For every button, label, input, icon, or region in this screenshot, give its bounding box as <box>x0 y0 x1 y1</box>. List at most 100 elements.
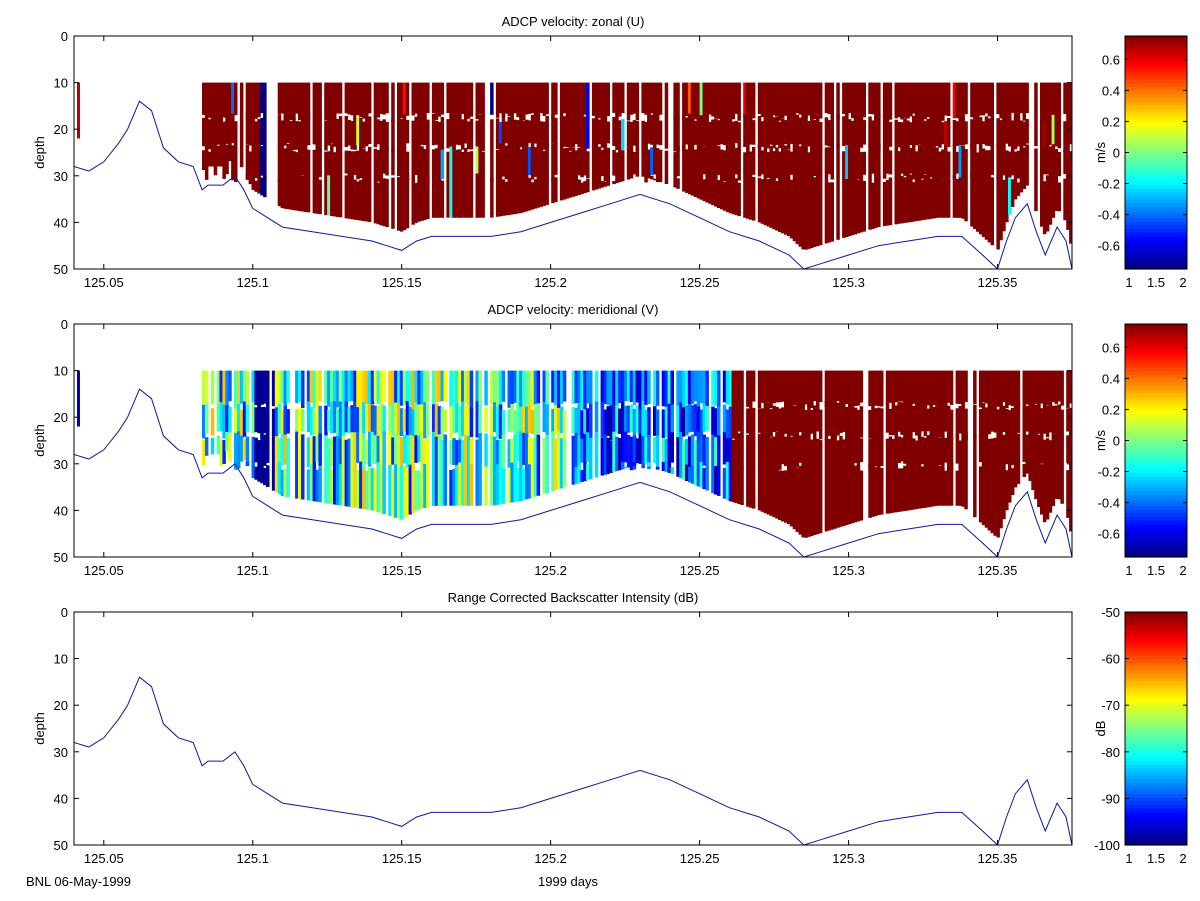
heatmap-cell <box>984 116 989 146</box>
heatmap-cell <box>946 433 951 463</box>
heatmap-cell <box>586 118 590 149</box>
heatmap-cell <box>562 410 567 440</box>
heatmap-cell <box>789 119 794 144</box>
heatmap-cell <box>356 82 360 121</box>
heatmap-cell <box>932 82 936 120</box>
heatmap-cell <box>367 467 372 510</box>
heatmap-cell <box>952 174 957 218</box>
heatmap-cell <box>781 470 785 522</box>
heatmap-cell <box>225 120 229 144</box>
heatmap-cell <box>690 82 695 122</box>
heatmap-cell <box>653 437 657 463</box>
heatmap-cell <box>391 82 395 122</box>
heatmap-cell <box>338 144 343 218</box>
heatmap-cell <box>519 406 523 437</box>
colorbar-cell <box>1125 181 1187 186</box>
heatmap-cell <box>333 370 337 410</box>
heatmap-cell <box>795 144 800 178</box>
heatmap-cell <box>350 405 354 435</box>
heatmap-cell <box>914 82 919 118</box>
heatmap-cell <box>621 174 625 182</box>
heatmap-cell <box>533 179 538 209</box>
heatmap-cell <box>402 465 407 519</box>
heatmap-cell <box>818 122 823 148</box>
heatmap-cell <box>964 149 968 179</box>
heatmap-cell <box>626 82 631 121</box>
colorbar-cell <box>1125 210 1187 215</box>
heatmap-cell <box>359 461 363 509</box>
heatmap-cell <box>411 370 415 410</box>
heatmap-cell <box>615 405 619 434</box>
heatmap-cell <box>501 179 506 216</box>
heatmap-cell <box>615 82 619 115</box>
heatmap-cell <box>341 435 346 506</box>
heatmap-cell <box>621 402 625 434</box>
heatmap-cell <box>469 370 474 410</box>
heatmap-cell <box>961 117 965 146</box>
heatmap-cell <box>452 117 456 149</box>
heatmap-cell <box>277 147 282 183</box>
heatmap-cell <box>801 116 805 147</box>
heatmap-cell <box>836 440 840 528</box>
heatmap-cell <box>248 177 253 185</box>
heatmap-cell <box>376 119 381 145</box>
colorbar-tick-label: 0.2 <box>1102 114 1120 129</box>
heatmap-cell <box>952 144 957 179</box>
heatmap-cell <box>239 145 244 168</box>
colorbar-x-tick-label: 1.5 <box>1147 563 1165 578</box>
heatmap-cell <box>897 122 901 148</box>
heatmap-cell <box>367 370 372 408</box>
heatmap-cell <box>458 462 462 506</box>
heatmap-cell <box>685 464 689 481</box>
heatmap-cell <box>920 466 925 509</box>
heatmap-cell <box>391 119 395 152</box>
heatmap-cell <box>653 406 657 436</box>
heatmap-cell <box>510 82 514 119</box>
heatmap-cell <box>1063 178 1067 221</box>
heatmap-cell <box>1057 182 1061 212</box>
heatmap-cell <box>687 404 692 433</box>
heatmap-cell <box>423 116 427 146</box>
heatmap-cell <box>490 119 494 153</box>
heatmap-cell <box>367 116 372 144</box>
heatmap-cell <box>786 149 791 237</box>
heatmap-cell <box>781 370 785 402</box>
heatmap-cell <box>920 436 925 465</box>
heatmap-cell <box>1040 464 1044 515</box>
heatmap-cell <box>629 370 634 402</box>
heatmap-cell <box>772 436 776 467</box>
heatmap-cell <box>818 143 823 246</box>
heatmap-cell <box>789 179 794 239</box>
colorbar-cell <box>1125 68 1187 74</box>
heatmap-cell <box>810 439 814 536</box>
colorbar-cell <box>1125 61 1187 66</box>
colorbar-cell <box>1125 695 1187 700</box>
heatmap-cell <box>711 175 715 206</box>
heatmap-cell <box>775 406 779 432</box>
heatmap-cell <box>414 370 418 406</box>
heatmap-cell <box>734 120 738 144</box>
colorbar-tick-label: -0.6 <box>1098 239 1120 254</box>
heatmap-cell <box>737 148 741 181</box>
heatmap-cell <box>335 370 340 408</box>
heatmap-cell <box>763 370 768 408</box>
heatmap-cell <box>423 402 427 439</box>
colorbar-cell <box>1125 94 1187 99</box>
y-tick-label: 50 <box>54 262 68 277</box>
heatmap-cell <box>725 461 730 500</box>
heatmap-cell <box>804 409 808 439</box>
x-tick-label: 125.15 <box>382 851 422 866</box>
heatmap-cell <box>612 180 616 185</box>
heatmap-cell <box>687 436 692 468</box>
heatmap-cell <box>341 403 346 439</box>
heatmap-cell <box>655 113 660 145</box>
heatmap-cell <box>839 370 843 409</box>
heatmap-cell <box>731 439 736 503</box>
colorbar-cell <box>1125 145 1187 150</box>
heatmap-cell <box>1028 370 1032 410</box>
heatmap-cell <box>254 144 258 179</box>
heatmap-cell <box>603 115 608 152</box>
heatmap-cell <box>609 440 613 468</box>
heatmap-cell <box>301 370 305 409</box>
heatmap-cell <box>830 370 834 408</box>
